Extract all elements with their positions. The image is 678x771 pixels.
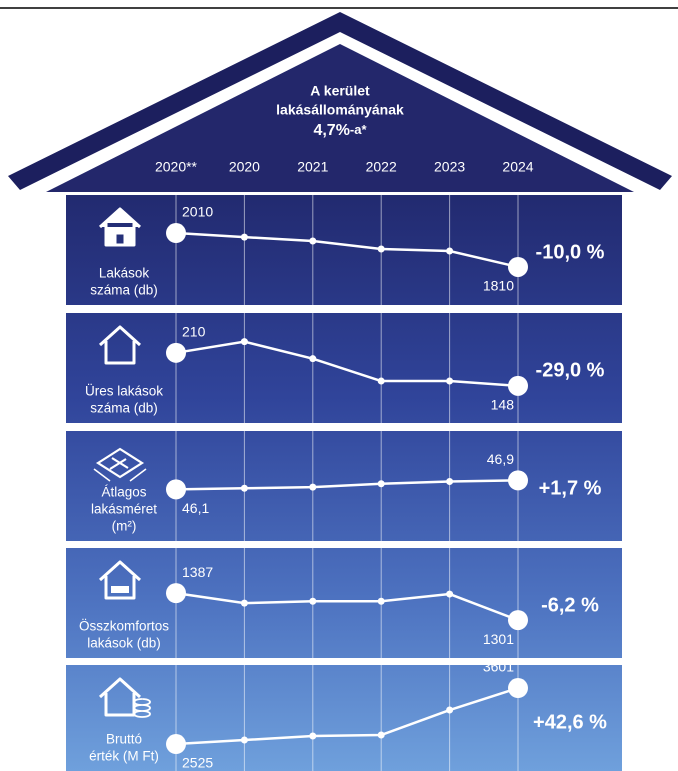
point bbox=[377, 245, 385, 253]
line bbox=[175, 591, 519, 622]
point bbox=[508, 375, 528, 396]
change-label: -6,2 % bbox=[541, 594, 599, 616]
point bbox=[446, 478, 454, 485]
year-label: 2024 bbox=[502, 159, 533, 175]
title-suffix: -a* bbox=[350, 122, 368, 137]
point bbox=[166, 342, 186, 363]
point bbox=[240, 736, 248, 744]
roof-inner bbox=[46, 44, 634, 192]
panel bbox=[66, 195, 622, 305]
point bbox=[377, 731, 385, 739]
house-icon bbox=[98, 677, 142, 717]
panel-icon bbox=[98, 207, 142, 247]
house-icon bbox=[98, 207, 142, 247]
row-label: száma (db) bbox=[90, 283, 158, 298]
line bbox=[175, 340, 519, 388]
point bbox=[377, 377, 385, 385]
point bbox=[377, 597, 385, 605]
point bbox=[309, 237, 317, 245]
value-label: 2010 bbox=[182, 204, 213, 220]
row-label: lakások (db) bbox=[87, 636, 161, 651]
value-label: 46,9 bbox=[487, 451, 514, 467]
row-label: érték (M Ft) bbox=[89, 749, 159, 764]
point bbox=[309, 483, 317, 491]
title-value: 4,7%-a* bbox=[313, 122, 367, 139]
point bbox=[166, 223, 186, 244]
sofa-icon bbox=[111, 586, 129, 593]
panel-icon bbox=[93, 447, 147, 482]
point bbox=[166, 479, 186, 500]
row-label: Lakások bbox=[99, 266, 150, 281]
panel-icon bbox=[98, 677, 151, 718]
house-icon bbox=[98, 560, 142, 600]
change-label: +42,6 % bbox=[533, 711, 607, 733]
row-label: Átlagos bbox=[101, 485, 146, 500]
point bbox=[446, 590, 454, 598]
point bbox=[309, 732, 317, 740]
panel-icon bbox=[98, 325, 142, 365]
value-label: 46,1 bbox=[182, 500, 209, 516]
point bbox=[309, 597, 317, 605]
value-label: 1810 bbox=[483, 278, 514, 294]
point bbox=[309, 355, 317, 363]
year-label: 2021 bbox=[297, 159, 328, 175]
point bbox=[508, 678, 528, 699]
line bbox=[175, 686, 519, 746]
row-label: lakásméret bbox=[91, 502, 157, 517]
point bbox=[508, 470, 528, 491]
row-label: (m²) bbox=[112, 519, 137, 534]
change-label: -10,0 % bbox=[536, 241, 605, 263]
dimension-arrows bbox=[93, 468, 147, 482]
point bbox=[166, 734, 186, 755]
point bbox=[240, 338, 248, 346]
house-icon bbox=[98, 325, 142, 365]
title-line: lakásállományának bbox=[276, 102, 404, 118]
point bbox=[166, 583, 186, 604]
panel bbox=[66, 548, 622, 658]
point bbox=[508, 610, 528, 631]
row-label: Bruttó bbox=[106, 732, 142, 747]
value-label: 3601 bbox=[483, 659, 514, 675]
year-label: 2023 bbox=[434, 159, 465, 175]
point bbox=[446, 247, 454, 255]
year-label: 2022 bbox=[366, 159, 397, 175]
row-label: Üres lakások bbox=[85, 384, 163, 399]
value-label: 1301 bbox=[483, 631, 514, 647]
point bbox=[240, 484, 248, 492]
value-label: 210 bbox=[182, 324, 206, 340]
panel-icon bbox=[98, 560, 142, 600]
row-label: Összkomfortos bbox=[79, 619, 169, 634]
point bbox=[240, 599, 248, 607]
line bbox=[175, 479, 519, 491]
row-label: száma (db) bbox=[90, 401, 158, 416]
value-label: 148 bbox=[491, 397, 515, 413]
change-label: +1,7 % bbox=[539, 477, 602, 499]
floorplan-icon bbox=[95, 447, 145, 479]
point bbox=[240, 233, 248, 241]
year-label: 2020 bbox=[229, 159, 260, 175]
year-label: 2020** bbox=[155, 159, 198, 175]
line bbox=[175, 231, 519, 269]
point bbox=[446, 706, 454, 714]
value-label: 1387 bbox=[182, 564, 213, 580]
panel bbox=[66, 665, 622, 771]
title-line: A kerület bbox=[310, 83, 370, 99]
change-label: -29,0 % bbox=[536, 359, 605, 381]
title-value-number: 4,7% bbox=[313, 122, 349, 139]
point bbox=[446, 377, 454, 385]
point bbox=[508, 256, 528, 277]
point bbox=[377, 480, 385, 488]
value-label: 2525 bbox=[182, 755, 213, 771]
coins-icon bbox=[133, 698, 151, 718]
